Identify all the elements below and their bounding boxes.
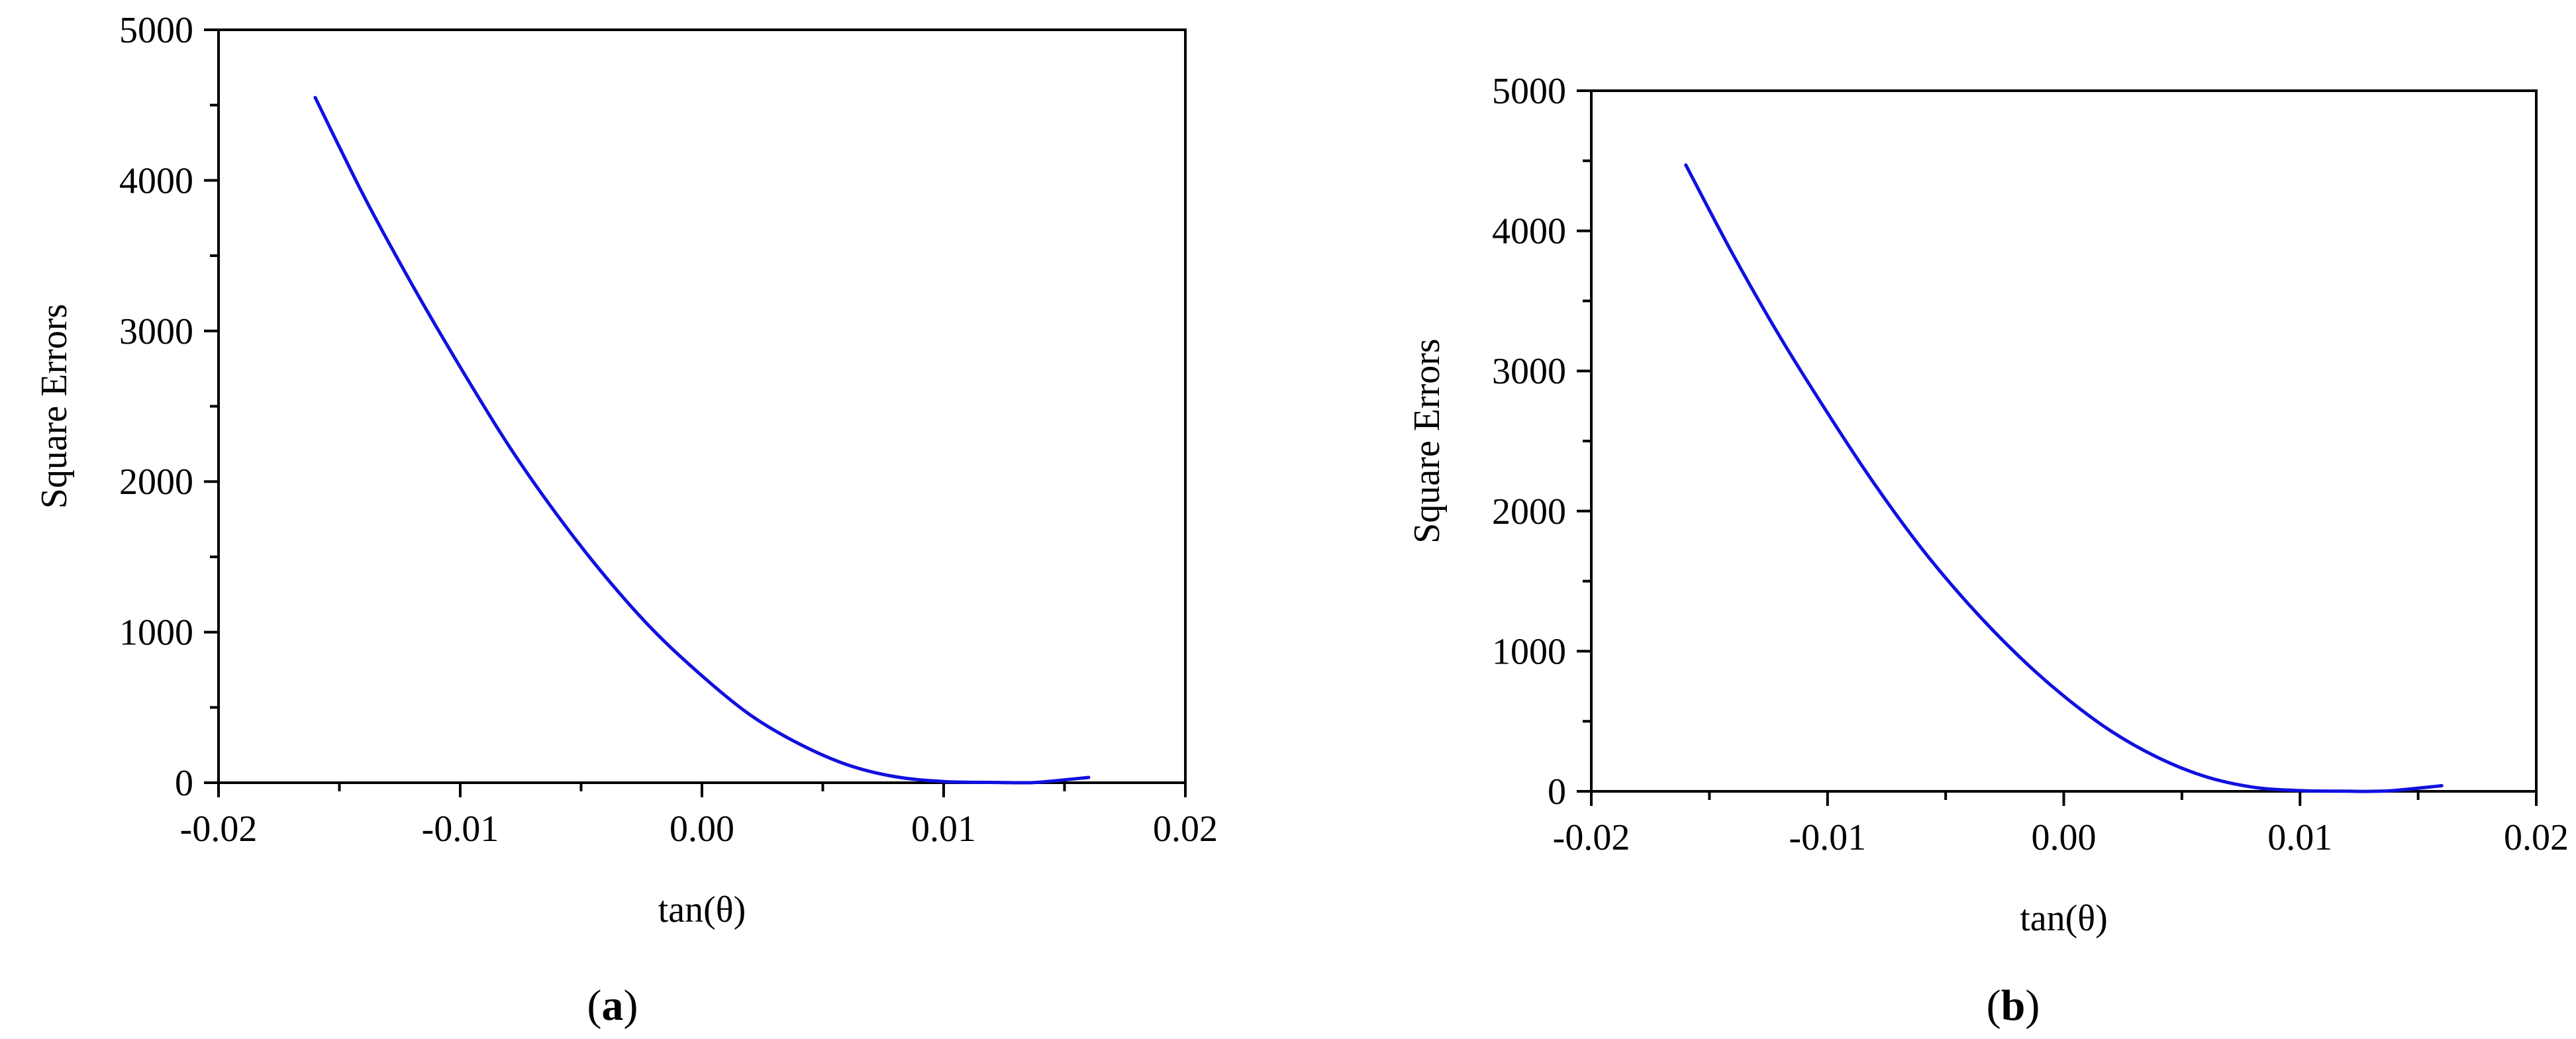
y-tick-label: 0 — [175, 763, 193, 804]
chart-panel-b: -0.02 -0.01 0.00 0.01 0.02 0 1000 2000 3000 4000 5… — [1407, 71, 2569, 1030]
x-axis-label: tan(θ) — [658, 889, 746, 930]
y-axis-label: Square Errors — [1407, 338, 1448, 543]
plot-frame — [217, 28, 1187, 784]
y-tick-label: 2000 — [1492, 491, 1566, 532]
x-tick-label: 0.00 — [2032, 817, 2097, 858]
x-axis-label: tan(θ) — [2020, 898, 2108, 939]
chart-panel-a: -0.02 -0.01 0.00 0.01 0.02 0 1000 2000 3000 4000 5… — [34, 10, 1218, 1030]
y-tick-label: 3000 — [1492, 351, 1566, 392]
x-tick-label: -0.01 — [422, 809, 499, 850]
panel-caption: (b) — [1987, 981, 2040, 1030]
y-tick-label: 5000 — [1492, 71, 1566, 112]
y-axis-label: Square Errors — [34, 304, 75, 509]
y-tick-label: 1000 — [119, 613, 193, 654]
plot-frame — [1590, 89, 2538, 793]
y-tick-label: 4000 — [119, 160, 193, 201]
series-line-0 — [313, 95, 1091, 785]
x-tick-label: 0.00 — [669, 809, 734, 850]
y-tick-label: 0 — [1548, 771, 1566, 813]
y-tick-label: 1000 — [1492, 631, 1566, 672]
y-tick-label: 2000 — [119, 462, 193, 503]
y-tick-label: 4000 — [1492, 211, 1566, 252]
x-tick-label: 0.01 — [911, 809, 976, 850]
panel-caption: (a) — [587, 981, 638, 1030]
y-tick-label: 5000 — [119, 10, 193, 51]
x-tick-label: -0.02 — [1553, 817, 1630, 858]
x-tick-label: 0.02 — [1153, 809, 1218, 850]
series-line-0 — [1684, 163, 2444, 793]
x-tick-label: 0.01 — [2267, 817, 2332, 858]
x-tick-label: 0.02 — [2504, 817, 2569, 858]
x-tick-label: -0.01 — [1789, 817, 1866, 858]
y-tick-label: 3000 — [119, 311, 193, 352]
x-tick-label: -0.02 — [180, 809, 258, 850]
